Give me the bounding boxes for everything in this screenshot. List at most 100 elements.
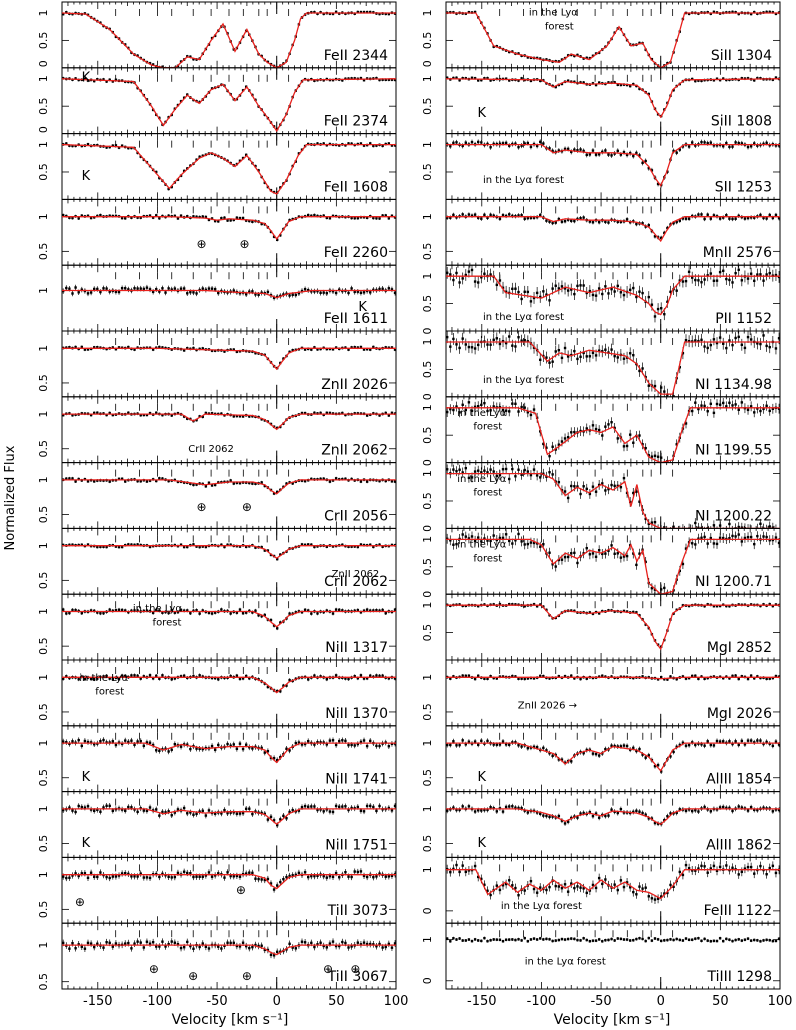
- data-point: [328, 411, 332, 415]
- data-point: [319, 291, 322, 294]
- data-point: [260, 545, 263, 549]
- panel: 0.5 1 0 FeII 2344: [37, 1, 397, 69]
- data-point: [198, 545, 201, 549]
- panel: 0.5 1 0 FeII 2374 K: [37, 67, 397, 135]
- data-point: [192, 674, 195, 678]
- data-point: [158, 290, 161, 293]
- data-point: [359, 10, 363, 14]
- data-point: [362, 609, 366, 612]
- data-point: [201, 347, 204, 350]
- data-point: [282, 684, 285, 687]
- data-point: [120, 545, 124, 549]
- data-point: [192, 543, 195, 546]
- data-point: [387, 78, 391, 81]
- data-point: [356, 216, 360, 220]
- data-point: [151, 290, 155, 294]
- data-point: [210, 744, 214, 748]
- data-point: [310, 612, 313, 615]
- data-point: [350, 77, 353, 80]
- data-point: [161, 287, 164, 290]
- data-point: [232, 289, 235, 292]
- data-point: [74, 480, 77, 483]
- panel-annotation: ⊕: [75, 895, 85, 909]
- data-point: [86, 143, 90, 146]
- data-point: [235, 747, 239, 750]
- data-point: [114, 214, 118, 218]
- data-point: [77, 738, 80, 742]
- data-point: [235, 812, 239, 815]
- data-point: [186, 545, 189, 549]
- data-point: [65, 142, 68, 145]
- data-point: [288, 218, 291, 222]
- data-point: [331, 810, 335, 814]
- data-point: [229, 219, 232, 222]
- data-point: [341, 609, 344, 612]
- data-point: [136, 810, 139, 814]
- data-point: [68, 806, 71, 809]
- data-point: [170, 876, 173, 879]
- data-point: [369, 291, 372, 294]
- data-point: [213, 676, 217, 680]
- data-point: [307, 739, 310, 743]
- data-point: [310, 805, 313, 808]
- data-point: [217, 743, 220, 747]
- y-tick-label: 1: [37, 345, 50, 352]
- data-point: [68, 216, 71, 220]
- model-fit-line: [62, 874, 396, 890]
- data-point: [390, 480, 394, 483]
- data-point: [282, 814, 285, 818]
- data-point: [325, 292, 329, 295]
- data-point: [111, 875, 115, 878]
- data-point: [362, 78, 366, 82]
- data-point: [257, 169, 260, 172]
- data-point: [148, 479, 152, 482]
- data-point: [244, 743, 248, 746]
- data-point: [372, 216, 375, 220]
- data-point: [393, 804, 396, 808]
- data-point: [179, 214, 183, 217]
- data-point: [279, 818, 282, 821]
- data-point: [124, 287, 127, 290]
- data-point: [176, 217, 180, 220]
- data-point: [387, 414, 391, 417]
- data-point: [238, 677, 242, 681]
- data-point: [77, 678, 80, 681]
- data-point: [269, 189, 273, 192]
- data-point: [192, 813, 195, 816]
- data-point: [176, 178, 180, 181]
- data-point: [62, 740, 65, 743]
- data-point: [65, 214, 68, 218]
- data-point: [226, 219, 229, 222]
- data-point: [229, 674, 232, 678]
- data-point: [145, 480, 149, 483]
- data-point: [65, 612, 68, 615]
- data-point: [179, 608, 183, 612]
- data-point: [161, 65, 164, 68]
- data-point: [139, 216, 142, 219]
- data-point: [279, 186, 282, 189]
- data-point: [297, 871, 301, 875]
- data-point: [65, 286, 68, 290]
- data-point: [93, 287, 96, 291]
- data-point: [263, 613, 266, 617]
- data-point: [294, 873, 297, 877]
- data-point: [307, 288, 310, 292]
- data-point: [89, 413, 93, 417]
- data-point: [307, 805, 310, 808]
- data-point: [117, 346, 121, 349]
- data-point: [173, 742, 177, 746]
- data-point: [114, 290, 118, 293]
- data-point: [155, 288, 158, 291]
- data-point: [186, 871, 189, 875]
- data-point: [285, 875, 288, 879]
- data-point: [148, 876, 152, 880]
- data-point: [331, 739, 335, 742]
- data-point: [96, 214, 99, 218]
- data-point: [359, 674, 363, 677]
- data-point: [235, 611, 239, 614]
- data-point: [155, 479, 158, 483]
- data-point: [213, 219, 217, 223]
- data-point: [204, 215, 208, 219]
- data-point: [198, 155, 201, 158]
- data-point: [325, 876, 329, 879]
